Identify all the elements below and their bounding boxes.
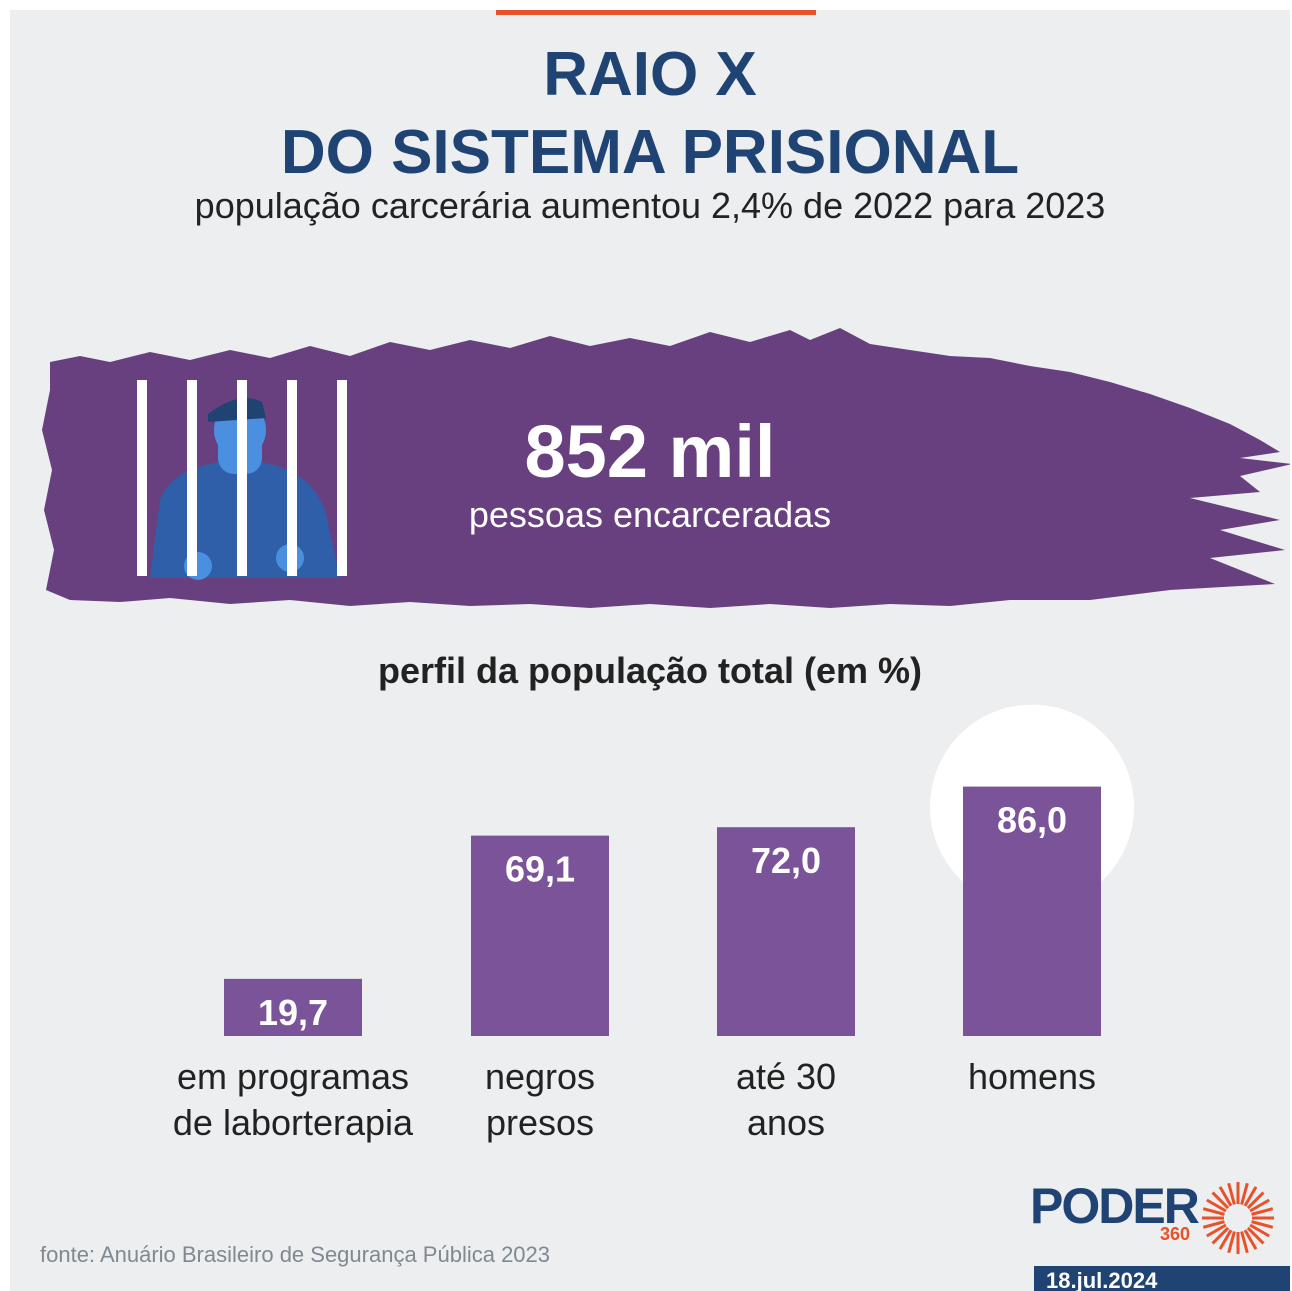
sun-ray [1202,1207,1225,1216]
sun-ray [1249,1198,1270,1213]
sun-ray [1202,1220,1225,1229]
infographic-card: RAIO X DO SISTEMA PRISIONAL população ca… [10,10,1290,1291]
sun-ray [1243,1186,1258,1207]
highlight-caption: pessoas encarceradas [468,494,832,535]
sun-ray [1206,1223,1227,1238]
sun-ray [1246,1226,1265,1245]
sun-ray [1211,1191,1230,1210]
publication-date: 18.jul.2024 [1034,1266,1290,1291]
highlight-banner [42,328,1290,608]
category-label: homens [967,1056,1097,1097]
bar [471,835,609,1036]
bar-value-label: 72,0 [751,840,821,881]
bar-value-label: 19,7 [258,992,328,1033]
title-line-2: DO SISTEMA PRISIONAL [280,118,1020,187]
subtitle: população carcerária aumentou 2,4% de 20… [194,185,1106,226]
bar-value-label: 86,0 [997,800,1067,841]
sun-ray [1243,1229,1258,1250]
sun-ray [1246,1191,1265,1210]
sun-ray [1251,1220,1274,1229]
brush-stroke [42,328,1290,608]
highlight-value: 852 mil [524,410,776,493]
logo-subtext: 360 [1160,1224,1191,1244]
chart-title: perfil da população total (em %) [377,650,923,691]
logo-text: PODER [1030,1178,1200,1234]
source-note: fonte: Anuário Brasileiro de Segurança P… [40,1242,551,1267]
category-label: até 30 anos [735,1056,837,1143]
sun-ray [1227,1231,1236,1254]
bar [963,786,1101,1036]
sun-ray [1240,1231,1249,1254]
bar [717,827,855,1036]
sun-ray [1218,1229,1233,1250]
title-line-1: RAIO X [543,40,757,109]
poder360-logo: PODER 360 [1030,1172,1280,1254]
sun-ray [1251,1207,1274,1216]
bar-chart: 19,7 69,1 72,0 86,0 [224,704,1134,1036]
accent-bar [496,10,816,15]
category-label: negros presos [484,1056,596,1143]
sun-ray [1227,1182,1236,1205]
sun-ray [1206,1198,1227,1213]
sun-ray [1218,1186,1233,1207]
category-label: em programas de laborterapia [172,1056,414,1143]
bar-value-label: 69,1 [505,849,575,890]
sun-icon [1202,1182,1274,1254]
prisoner-behind-bars-icon [137,380,347,580]
sun-ray [1211,1226,1230,1245]
bar [224,978,362,1036]
sun-ray [1249,1223,1270,1238]
sun-ray [1240,1182,1249,1205]
